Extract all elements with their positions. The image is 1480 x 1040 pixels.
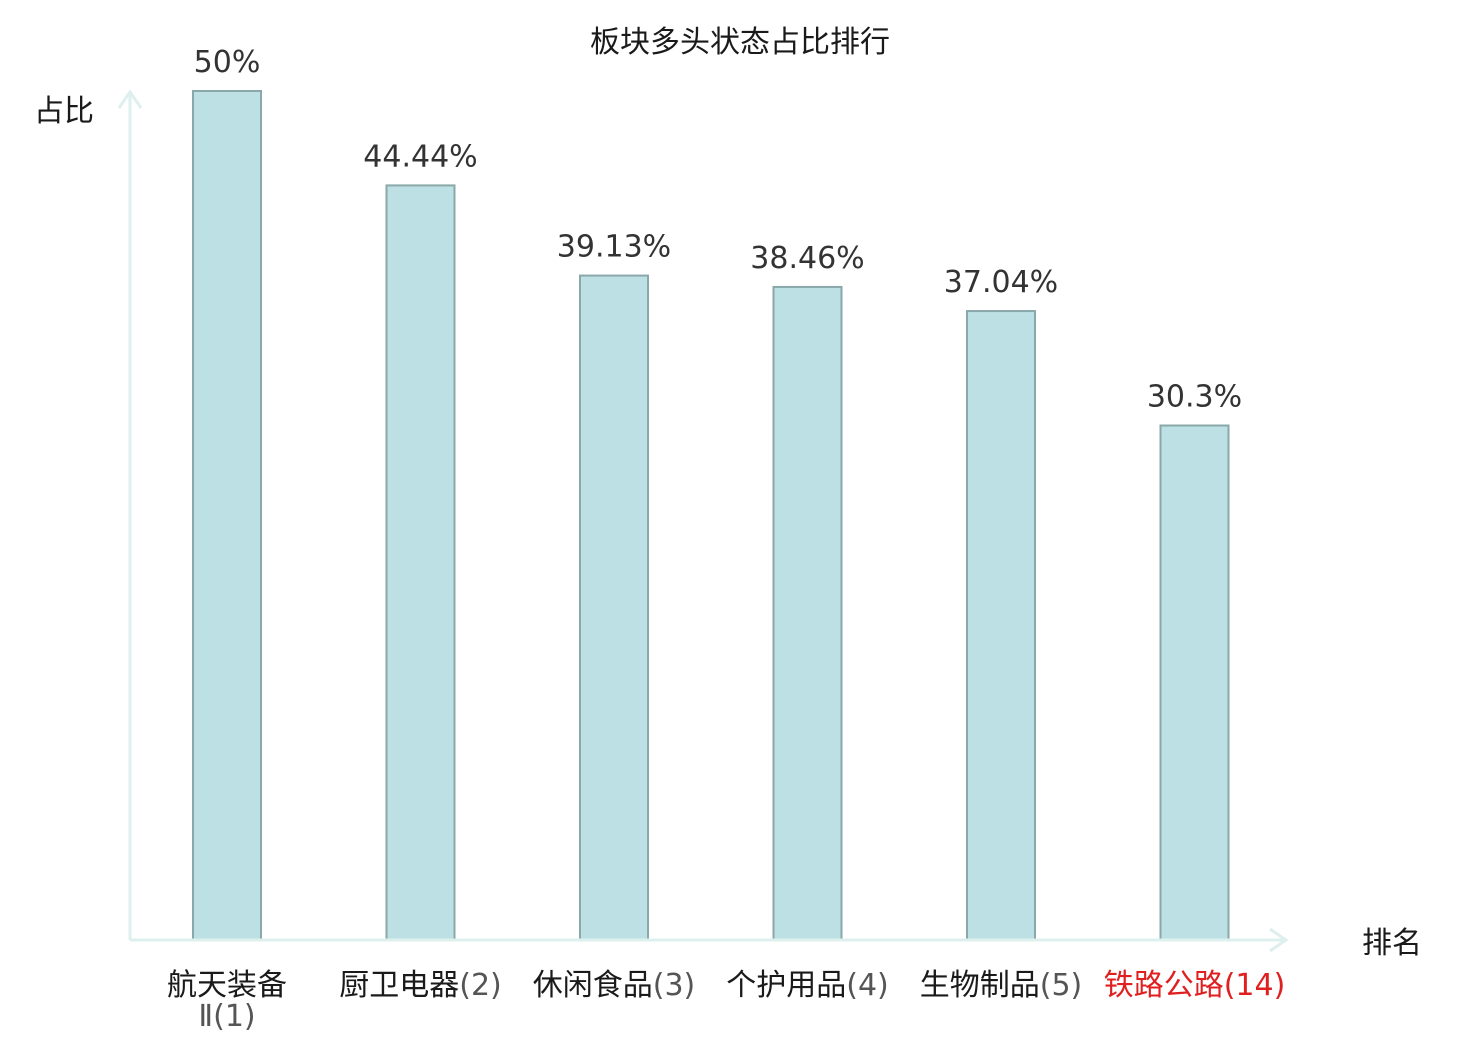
bar	[966, 310, 1036, 941]
x-axis-arrow	[1269, 927, 1289, 953]
value-label: 37.04%	[944, 265, 1058, 300]
category-rank-line: Ⅱ(1)	[198, 999, 255, 1034]
category-label: 铁路公路(14)	[1104, 968, 1286, 1003]
category-name: 航天装备	[167, 968, 287, 1003]
y-axis-arrow	[117, 89, 143, 109]
x-axis-label: 排名	[1362, 926, 1422, 961]
category-label: 个护用品(4)	[726, 968, 889, 1003]
bar	[385, 184, 456, 941]
value-label: 39.13%	[557, 230, 671, 265]
category-label: 休闲食品(3)	[533, 968, 696, 1003]
value-label: 44.44%	[363, 139, 477, 174]
x-tick-label: 个护用品(4)	[726, 968, 889, 1003]
value-label: 38.46%	[750, 241, 864, 276]
category-label: 厨卫电器(2)	[339, 968, 502, 1003]
value-label: 50%	[194, 45, 261, 80]
x-tick-label: 厨卫电器(2)	[339, 968, 502, 1003]
bar	[579, 274, 649, 942]
x-tick-label: 休闲食品(3)	[533, 968, 696, 1003]
value-label: 30.3%	[1147, 380, 1242, 415]
x-tick-label: 生物制品(5)	[920, 968, 1083, 1003]
y-axis-label: 占比	[34, 94, 94, 129]
x-tick-label: 铁路公路(14)	[1104, 968, 1286, 1003]
bars-layer: 50% 44.44% 39.13% 38.46% 37.04% 30.3%	[192, 45, 1242, 942]
chart-title: 板块多头状态占比排行	[590, 25, 890, 60]
bar	[1159, 424, 1230, 942]
category-label: 生物制品(5)	[920, 968, 1083, 1003]
x-axis	[130, 927, 1289, 953]
bar	[772, 285, 843, 941]
bar	[192, 90, 262, 941]
y-axis	[117, 89, 143, 940]
